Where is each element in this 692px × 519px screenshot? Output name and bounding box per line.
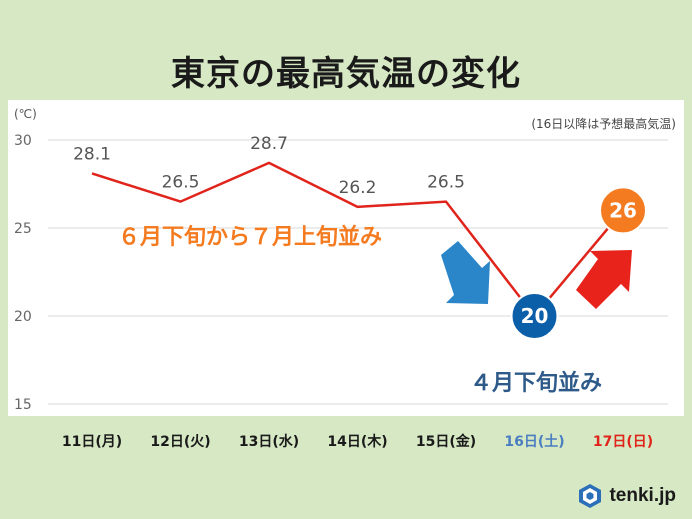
x-tick-label: 15日(金) bbox=[416, 433, 476, 450]
data-label: 28.7 bbox=[250, 134, 288, 154]
annotation-cool: ４月下旬並み bbox=[470, 370, 602, 396]
arrow-down-icon bbox=[441, 241, 490, 304]
x-tick-label: 17日(日) bbox=[593, 434, 653, 450]
data-label: 26.5 bbox=[427, 173, 465, 193]
plot-area bbox=[8, 100, 684, 416]
y-tick-label: 30 bbox=[14, 133, 32, 149]
y-tick-label: 15 bbox=[14, 397, 32, 413]
data-label: 26.5 bbox=[162, 173, 200, 193]
unit-label: (℃) bbox=[14, 107, 37, 121]
x-tick-label: 11日(月) bbox=[62, 434, 122, 450]
forecast-note: (16日以降は予想最高気温) bbox=[531, 116, 676, 131]
x-tick-label: 16日(土) bbox=[504, 433, 564, 450]
y-tick-label: 20 bbox=[14, 309, 32, 325]
chart-title: 東京の最高気温の変化 bbox=[171, 54, 521, 94]
x-tick-label: 13日(水) bbox=[239, 433, 299, 450]
arrow-up-icon bbox=[576, 250, 632, 309]
forecast-point bbox=[599, 186, 647, 235]
data-label: 26.2 bbox=[339, 178, 377, 198]
tenki-logo: tenki.jp bbox=[577, 483, 676, 509]
y-tick-label: 25 bbox=[14, 221, 32, 237]
logo-text: tenki.jp bbox=[609, 485, 676, 506]
annotation-warm: ６月下旬から７月上旬並み bbox=[118, 224, 382, 250]
data-label: 26 bbox=[609, 198, 637, 222]
x-tick-label: 12日(火) bbox=[150, 434, 210, 450]
x-tick-label: 14日(木) bbox=[327, 433, 387, 450]
data-label: 20 bbox=[521, 304, 549, 328]
tenki-logo-icon bbox=[579, 484, 602, 508]
forecast-point bbox=[510, 292, 559, 340]
data-label: 28.1 bbox=[73, 144, 111, 164]
